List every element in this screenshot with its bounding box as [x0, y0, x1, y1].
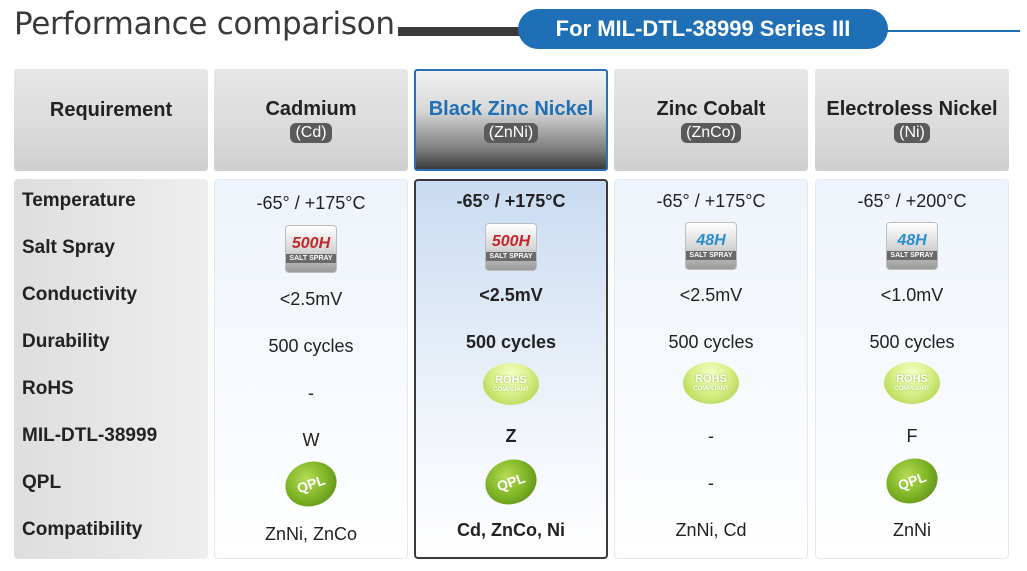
row-label-qpl: QPL	[22, 472, 62, 493]
row-label-rohs: RoHS	[22, 378, 74, 399]
compatibility-value: Cd, ZnCo, Ni	[457, 519, 565, 540]
qpl-value: -	[708, 472, 714, 493]
rohs-cell: ROHS COMPLIANT	[416, 361, 606, 407]
title-divider-bar	[398, 27, 528, 36]
column-zinc-cobalt: -65° / +175°C 48H SALT SPRAY <2.5mV 500 …	[614, 179, 808, 559]
temperature-value: -65° / +175°C	[456, 190, 566, 211]
durability-value: 500 cycles	[465, 331, 557, 352]
salt-spray-hours: 500H	[491, 232, 531, 250]
compatibility-value: ZnNi	[892, 519, 931, 540]
temperature-value: -65° / +175°C	[656, 190, 766, 211]
durability-value: 500 cycles	[668, 331, 754, 352]
rohs-badge-text: ROHS	[495, 373, 527, 386]
qpl-badge-icon: QPL	[479, 452, 543, 512]
qpl-cell: QPL	[215, 454, 407, 514]
salt-spray-caption: SALT SPRAY	[286, 253, 336, 263]
header-abbr: (Ni)	[894, 122, 930, 143]
mil-dtl-value: Z	[505, 425, 517, 446]
column-electroless-nickel: -65° / +200°C 48H SALT SPRAY <1.0mV 500 …	[815, 179, 1009, 559]
row-label-durability: Durability	[22, 331, 110, 352]
salt-spray-badge-icon: 500H SALT SPRAY	[485, 223, 537, 271]
rohs-badge-caption: COMPLIANT	[493, 386, 529, 393]
row-label-mil-dtl: MIL-DTL-38999	[22, 425, 158, 446]
conductivity-value: <2.5mV	[279, 288, 343, 309]
header-abbr: (ZnCo)	[681, 122, 741, 143]
qpl-badge-icon: QPL	[279, 454, 343, 514]
series-badge: For MIL-DTL-38999 Series III	[518, 9, 888, 49]
rohs-cell: ROHS COMPLIANT	[615, 360, 807, 406]
header-requirement-label: Requirement	[49, 98, 173, 121]
rohs-badge-caption: COMPLIANT	[894, 385, 930, 392]
rohs-badge-text: ROHS	[896, 372, 928, 385]
compatibility-value: ZnNi, Cd	[675, 519, 747, 540]
row-label-salt-spray: Salt Spray	[22, 237, 115, 258]
conductivity-value: <1.0mV	[880, 284, 944, 305]
salt-spray-cell: 48H SALT SPRAY	[816, 220, 1008, 272]
header-name: Black Zinc Nickel	[428, 97, 594, 120]
salt-spray-cell: 500H SALT SPRAY	[215, 223, 407, 275]
header-zinc-cobalt: Zinc Cobalt (ZnCo)	[614, 69, 808, 171]
rohs-value: -	[308, 382, 314, 403]
qpl-cell: QPL	[416, 452, 606, 512]
durability-value: 500 cycles	[268, 335, 354, 356]
header-black-zinc-nickel: Black Zinc Nickel (ZnNi)	[414, 69, 608, 171]
rohs-cell: ROHS COMPLIANT	[816, 360, 1008, 406]
salt-spray-caption: SALT SPRAY	[486, 251, 536, 261]
requirement-column: Temperature Salt Spray Conductivity Dura…	[14, 179, 208, 559]
salt-spray-cell: 500H SALT SPRAY	[416, 221, 606, 273]
salt-spray-hours: 48H	[897, 231, 927, 249]
page-title: Performance comparison	[14, 6, 395, 42]
temperature-value: -65° / +200°C	[857, 190, 967, 211]
salt-spray-caption: SALT SPRAY	[686, 250, 736, 260]
salt-spray-hours: 48H	[696, 231, 726, 249]
header-requirement: Requirement	[14, 69, 208, 171]
temperature-value: -65° / +175°C	[256, 192, 366, 213]
conductivity-value: <2.5mV	[679, 284, 743, 305]
salt-spray-badge-icon: 48H SALT SPRAY	[886, 222, 938, 270]
rohs-badge-icon: ROHS COMPLIANT	[884, 362, 940, 404]
salt-spray-cell: 48H SALT SPRAY	[615, 220, 807, 272]
header-name: Zinc Cobalt	[656, 97, 766, 120]
salt-spray-badge-icon: 500H SALT SPRAY	[285, 225, 337, 273]
rohs-badge-text: ROHS	[695, 372, 727, 385]
header-name: Electroless Nickel	[826, 97, 998, 120]
mil-dtl-value: W	[302, 429, 320, 450]
mil-dtl-value: F	[906, 425, 918, 446]
row-label-temperature: Temperature	[22, 190, 136, 211]
qpl-badge-icon: QPL	[880, 451, 944, 511]
header-name: Cadmium	[265, 97, 357, 120]
salt-spray-hours: 500H	[291, 234, 331, 252]
header-electroless-nickel: Electroless Nickel (Ni)	[815, 69, 1009, 171]
conductivity-value: <2.5mV	[479, 284, 543, 305]
rohs-badge-caption: COMPLIANT	[693, 385, 729, 392]
salt-spray-caption: SALT SPRAY	[887, 250, 937, 260]
durability-value: 500 cycles	[869, 331, 955, 352]
qpl-cell: QPL	[816, 451, 1008, 511]
salt-spray-badge-icon: 48H SALT SPRAY	[685, 222, 737, 270]
row-label-conductivity: Conductivity	[22, 284, 138, 305]
rohs-badge-icon: ROHS COMPLIANT	[683, 362, 739, 404]
row-label-compatibility: Compatibility	[22, 519, 143, 540]
mil-dtl-value: -	[708, 425, 714, 446]
series-rule	[885, 30, 1020, 32]
rohs-badge-icon: ROHS COMPLIANT	[483, 363, 539, 405]
header-abbr: (Cd)	[290, 122, 332, 143]
header-abbr: (ZnNi)	[483, 122, 539, 143]
compatibility-value: ZnNi, ZnCo	[264, 523, 358, 544]
column-black-zinc-nickel: -65° / +175°C 500H SALT SPRAY <2.5mV 500…	[414, 179, 608, 559]
header-cadmium: Cadmium (Cd)	[214, 69, 408, 171]
column-cadmium: -65° / +175°C 500H SALT SPRAY <2.5mV 500…	[214, 179, 408, 559]
